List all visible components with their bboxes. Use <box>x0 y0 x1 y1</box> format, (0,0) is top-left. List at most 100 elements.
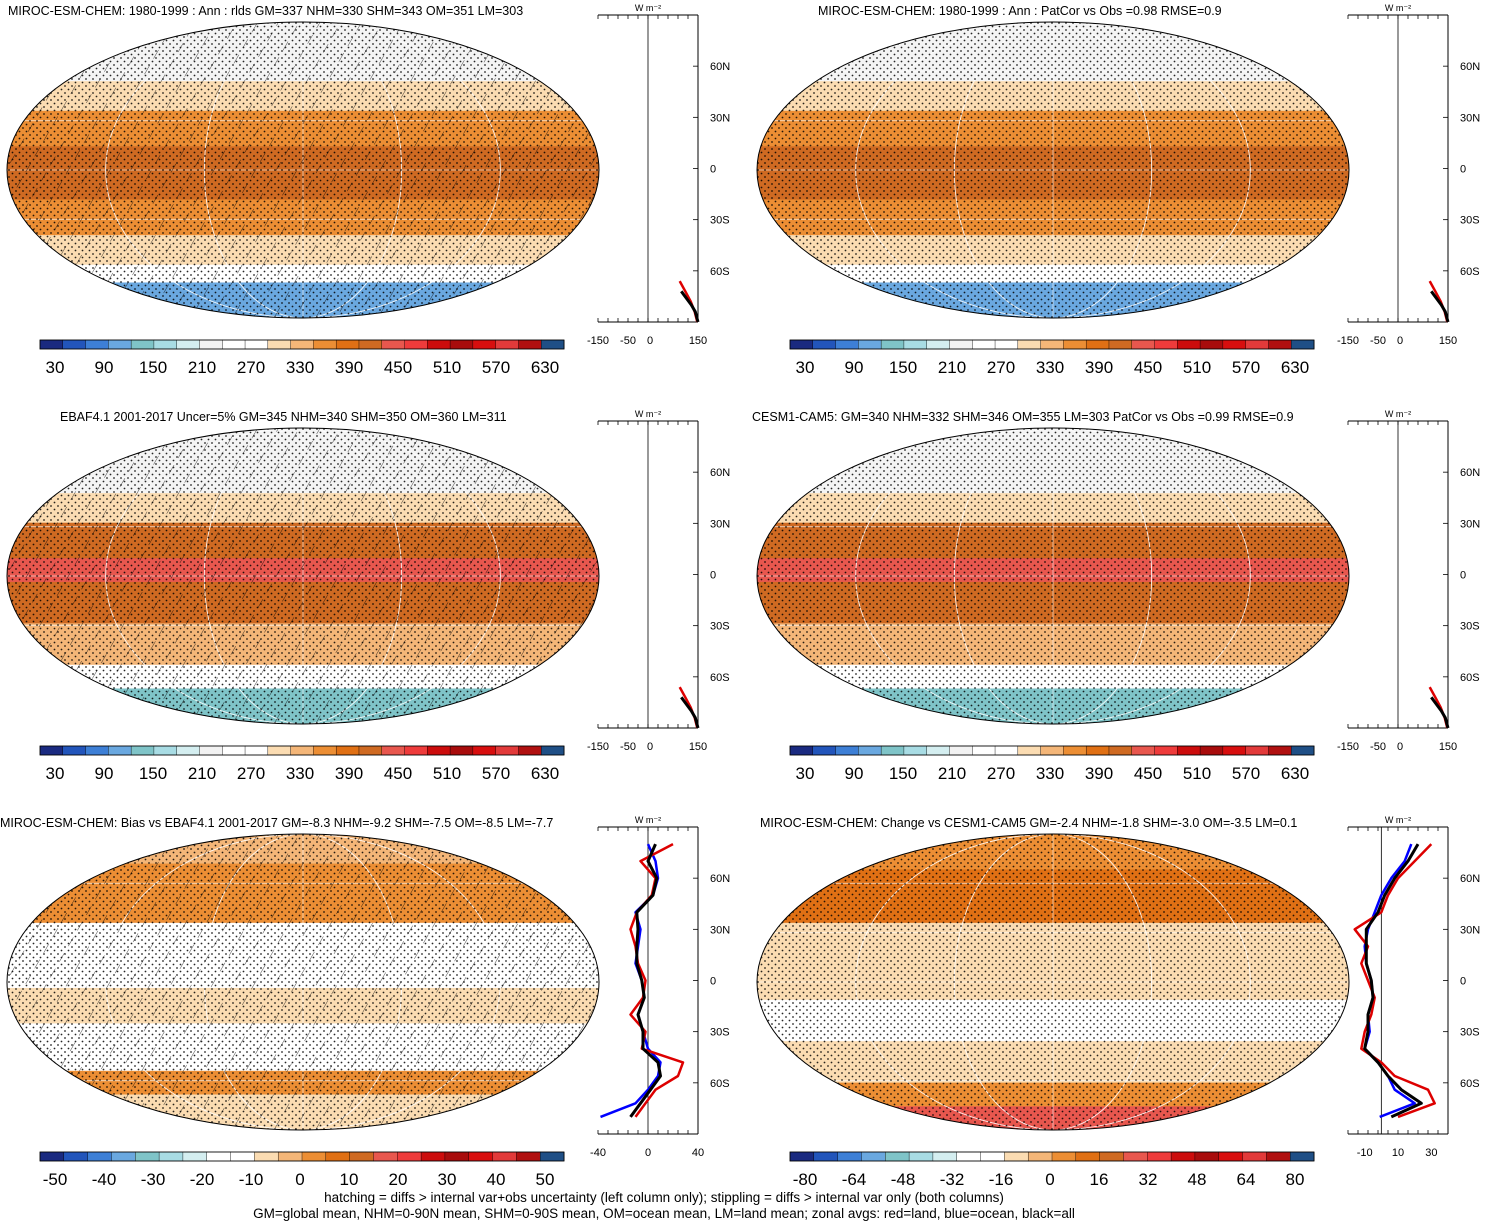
colorbar-label: 210 <box>188 764 216 783</box>
colorbar-label: 510 <box>433 358 461 377</box>
zonal-x-label: -50 <box>620 335 636 347</box>
colorbar-cell <box>1099 1151 1124 1162</box>
zonal-unit: W m⁻² <box>1385 3 1411 13</box>
colorbar-label: 90 <box>845 358 864 377</box>
colorbar-label: 10 <box>340 1170 359 1189</box>
colorbar-cell <box>313 745 337 756</box>
colorbar-cell <box>449 339 474 350</box>
colorbar-cell <box>789 339 814 350</box>
colorbar-cell <box>812 339 837 350</box>
colorbar-cell <box>381 745 406 756</box>
colorbar-cell <box>880 339 905 350</box>
zonal-x-label: 150 <box>1439 335 1457 347</box>
zonal-lat-label: 30S <box>710 215 730 227</box>
colorbar-label: 330 <box>286 358 314 377</box>
colorbar-cell <box>1027 1151 1053 1162</box>
zonal-series-line <box>1430 696 1450 729</box>
colorbar-cell <box>1177 745 1201 756</box>
colorbar-label: 630 <box>531 358 559 377</box>
zonal-lat-label: 30N <box>1460 112 1480 124</box>
colorbar-cell <box>1075 1151 1101 1162</box>
colorbar-frame <box>789 745 1315 756</box>
colorbar-label: 330 <box>286 764 314 783</box>
colorbar-cell <box>492 1151 517 1162</box>
colorbar-frame <box>39 339 565 350</box>
zonal-x-label: -50 <box>1370 741 1386 753</box>
colorbar-label: 150 <box>889 358 917 377</box>
colorbar-cell <box>1085 745 1110 756</box>
zonal-x-label: -50 <box>620 741 636 753</box>
colorbar-cell <box>858 339 882 350</box>
colorbar-label: 30 <box>796 764 815 783</box>
colorbar-label: 90 <box>845 764 864 783</box>
map-outline <box>6 833 600 1131</box>
colorbar-cell <box>427 745 451 756</box>
colorbar-cell <box>1040 339 1064 350</box>
colorbar-cell <box>1177 339 1201 350</box>
map-stippling <box>757 428 1349 724</box>
colorbar-label: 0 <box>1045 1170 1054 1189</box>
colorbar-cell <box>230 1151 255 1162</box>
colorbar-cell <box>1154 339 1178 350</box>
map-hatching <box>7 834 599 1130</box>
colorbar-cell <box>1017 745 1042 756</box>
colorbar-cell <box>1199 339 1224 350</box>
colorbar-cell <box>108 339 132 350</box>
colorbar-cell <box>1123 1151 1148 1162</box>
colorbar-cell <box>267 745 292 756</box>
colorbar-cell <box>1222 745 1247 756</box>
colorbar-label: 270 <box>987 764 1015 783</box>
colorbar-cell <box>1108 745 1133 756</box>
colorbar-label: 630 <box>531 764 559 783</box>
colorbar-cell <box>518 745 542 756</box>
colorbar-cell <box>176 339 200 350</box>
colorbar-cell <box>789 1151 815 1162</box>
colorbar-cell <box>1199 745 1224 756</box>
zonal-unit: W m⁻² <box>635 409 661 419</box>
map-outline <box>756 21 1350 319</box>
colorbar-label: 510 <box>1183 358 1211 377</box>
colorbar-cell <box>335 339 360 350</box>
zonal-lat-label: 60N <box>1460 61 1480 73</box>
colorbar-cell <box>1245 745 1269 756</box>
colorbar-cell <box>980 1151 1005 1162</box>
map <box>7 428 599 724</box>
zonal-lat-label: 0 <box>1460 570 1466 582</box>
zonal-lat-label: 0 <box>710 976 716 988</box>
colorbar-cell <box>373 1151 398 1162</box>
colorbar-cell <box>837 1151 862 1162</box>
zonal-x-label: 150 <box>1439 741 1457 753</box>
map-hatching <box>7 428 599 724</box>
colorbar-cell <box>518 339 542 350</box>
colorbar-cell <box>1291 339 1315 350</box>
zonal-x-label: 150 <box>689 741 707 753</box>
colorbar-label: -64 <box>842 1170 867 1189</box>
colorbar-label: 270 <box>237 358 265 377</box>
colorbar-cell <box>1291 745 1315 756</box>
colorbar-label: 570 <box>1232 764 1260 783</box>
zonal-unit: W m⁻² <box>1385 815 1411 825</box>
colorbar-label: 210 <box>938 358 966 377</box>
zonal-lat-label: 30S <box>1460 1027 1480 1039</box>
map <box>7 22 599 318</box>
colorbar-cell <box>835 339 859 350</box>
colorbar-cell <box>813 1151 839 1162</box>
colorbar-cell <box>1063 339 1087 350</box>
colorbar-label: -16 <box>989 1170 1014 1189</box>
zonal-lat-label: 60N <box>1460 467 1480 479</box>
colorbar-label: 30 <box>46 764 65 783</box>
map-hatching <box>7 22 599 318</box>
colorbar-cell <box>1085 339 1110 350</box>
map-outline <box>6 427 600 725</box>
colorbar-label: 570 <box>482 358 510 377</box>
map <box>7 834 599 1130</box>
colorbar-label: -20 <box>190 1170 215 1189</box>
zonal-lat-label: 60S <box>710 672 730 684</box>
colorbar-label: 40 <box>487 1170 506 1189</box>
colorbar-cell <box>404 339 428 350</box>
colorbar-cell <box>835 745 859 756</box>
colorbar-label: 390 <box>335 358 363 377</box>
map-stippling <box>757 22 1349 318</box>
colorbar-label: 20 <box>389 1170 408 1189</box>
footnote-line-2: GM=global mean, NHM=0-90N mean, SHM=0-90… <box>253 1206 1075 1221</box>
